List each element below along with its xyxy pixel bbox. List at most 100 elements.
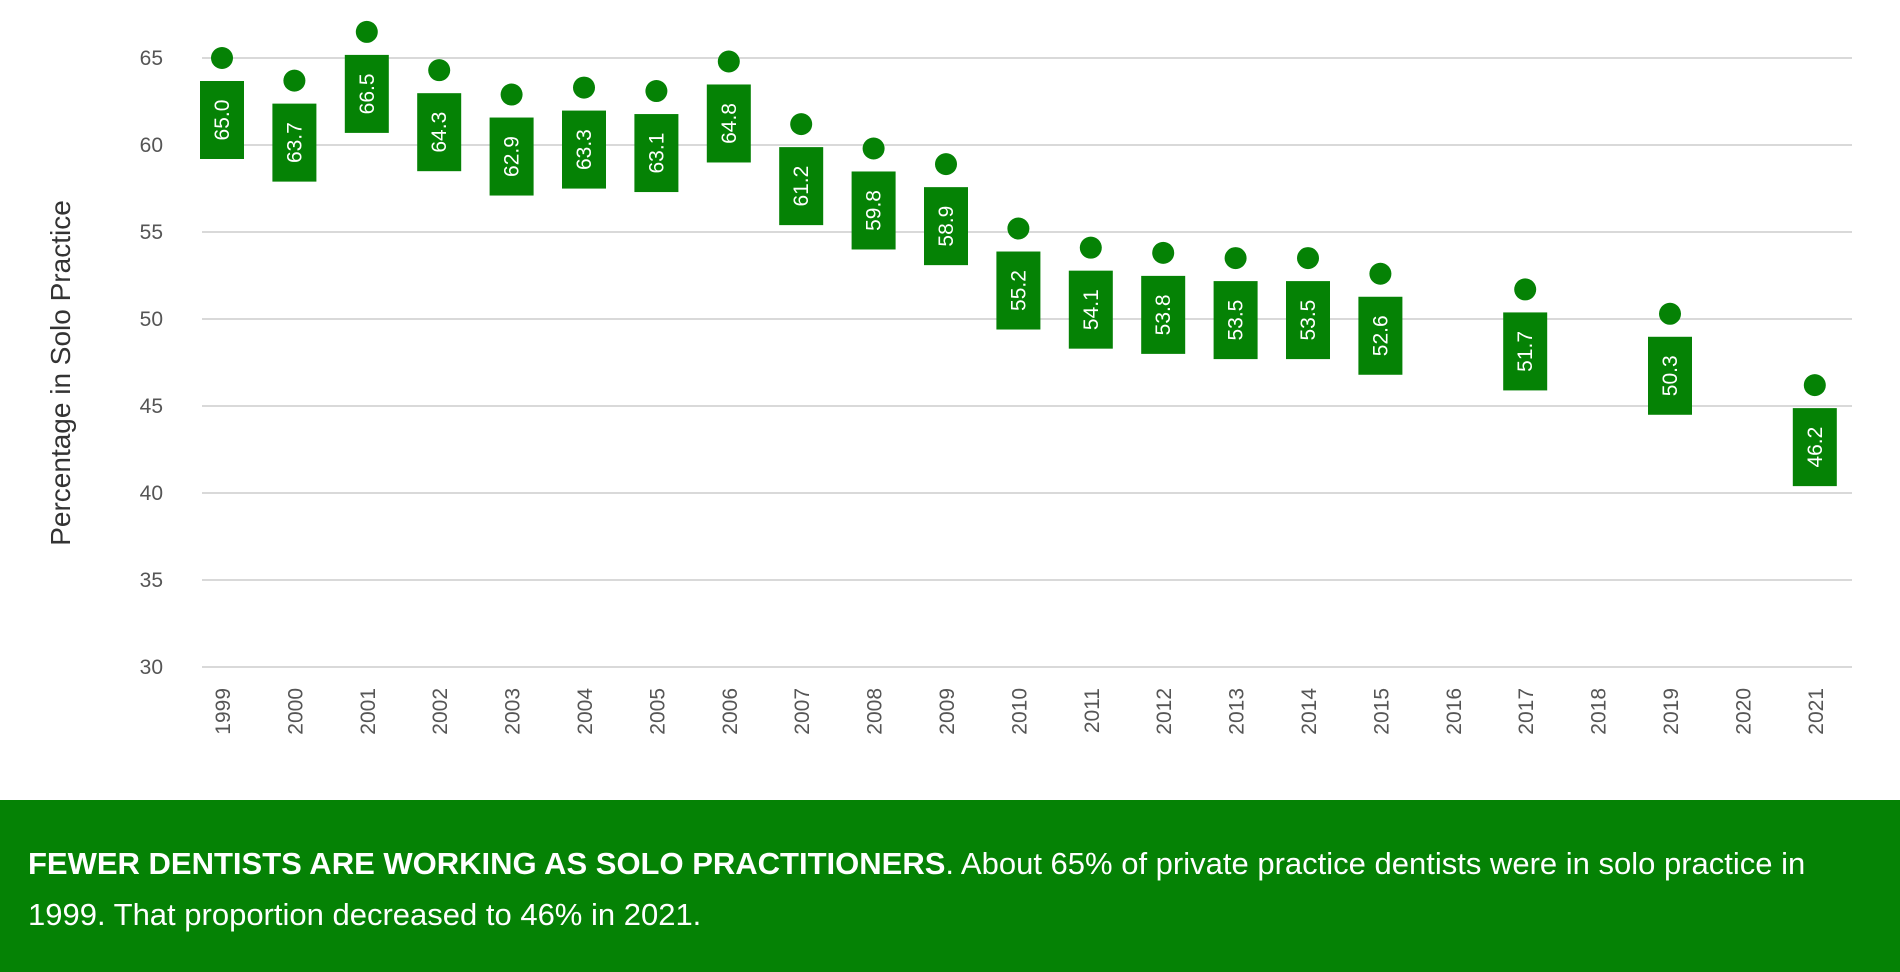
data-label: 65.0 [211, 100, 234, 141]
data-label-box [1068, 270, 1113, 349]
x-tick-label: 2009 [936, 688, 959, 735]
data-label: 64.3 [428, 112, 451, 153]
data-label: 61.2 [790, 166, 813, 207]
data-label-box [996, 251, 1041, 330]
x-tick-label: 1999 [212, 688, 235, 735]
data-label: 63.3 [573, 129, 596, 170]
caption-body: . About 65% of private practice dentists… [28, 846, 1806, 932]
data-point [1007, 217, 1030, 240]
y-tick-label: 50 [140, 308, 163, 331]
data-label-box [1503, 312, 1548, 391]
x-tick-label: 2005 [646, 688, 669, 735]
data-label-box [562, 110, 606, 189]
data-label: 59.8 [863, 190, 886, 231]
data-label: 64.8 [718, 103, 741, 144]
y-axis-title: Percentage in Solo Practice [45, 200, 76, 546]
data-label-box [634, 114, 679, 193]
data-label: 63.1 [645, 133, 668, 174]
x-tick-label: 2021 [1805, 688, 1828, 735]
data-point [355, 20, 378, 43]
y-tick-label: 60 [140, 134, 163, 157]
data-label-box [200, 81, 244, 159]
x-tick-label: 2015 [1370, 688, 1393, 735]
data-label: 51.7 [1514, 331, 1537, 372]
data-label: 50.3 [1659, 355, 1682, 396]
data-label-box [272, 103, 317, 182]
data-label-box [779, 147, 824, 226]
x-tick-label: 2011 [1081, 688, 1104, 733]
x-tick-label: 2012 [1153, 688, 1176, 735]
data-point [1152, 241, 1175, 264]
x-tick-label: 2016 [1443, 688, 1466, 735]
chart-area: 30 35 40 45 50 55 60 65 1999 2000 2001 2002 2003 200… [45, 20, 1852, 735]
x-tick-label: 2006 [719, 688, 742, 735]
x-tick-label: 2003 [502, 688, 525, 735]
data-point [1079, 236, 1102, 259]
data-point [428, 59, 451, 82]
x-tick-label: 2014 [1298, 688, 1321, 735]
data-point [211, 47, 233, 69]
data-point [862, 137, 885, 160]
x-tick-label: 2013 [1226, 688, 1249, 735]
data-label: 63.7 [283, 122, 306, 163]
y-tick-label: 65 [140, 47, 163, 70]
data-points [211, 20, 1826, 397]
x-tick-label: 2018 [1588, 688, 1611, 735]
data-label-box [1141, 275, 1186, 354]
data-point [935, 153, 957, 176]
data-point [790, 113, 813, 136]
x-tick-label: 2007 [791, 688, 814, 735]
data-point [1803, 374, 1826, 397]
data-label: 66.5 [356, 73, 379, 114]
caption-headline: FEWER DENTISTS ARE WORKING AS SOLO PRACT… [28, 846, 946, 881]
data-point [573, 76, 595, 99]
data-label-box [1286, 281, 1330, 360]
data-label-box [489, 117, 534, 196]
y-axis-ticks: 30 35 40 45 50 55 60 65 [140, 47, 163, 679]
data-label: 53.8 [1152, 294, 1175, 335]
data-point [1369, 262, 1392, 285]
data-label-box [1213, 281, 1258, 360]
data-point [717, 50, 740, 73]
x-tick-label: 2019 [1660, 688, 1683, 735]
y-tick-label: 35 [140, 569, 163, 592]
data-label: 53.5 [1297, 300, 1320, 341]
data-label-box [924, 187, 968, 266]
data-label-box [1358, 296, 1403, 375]
data-point [1514, 278, 1537, 301]
data-labels: 65.0 63.7 66.5 64.3 62.9 63.3 63.1 64.8 61.2 59.8… [200, 54, 1837, 487]
y-tick-label: 55 [140, 221, 163, 244]
data-label-box [417, 93, 462, 172]
data-label-box [851, 171, 896, 250]
data-label-box [1792, 408, 1837, 487]
solo-practice-chart: 30 35 40 45 50 55 60 65 1999 2000 2001 2002 2003 200… [45, 20, 1852, 735]
y-tick-label: 30 [140, 656, 163, 679]
data-label: 58.9 [935, 206, 958, 247]
x-tick-label: 2010 [1008, 688, 1031, 735]
data-label: 46.2 [1804, 427, 1827, 468]
x-tick-label: 2020 [1732, 688, 1755, 735]
caption-banner: FEWER DENTISTS ARE WORKING AS SOLO PRACT… [0, 800, 1900, 972]
data-label: 54.1 [1080, 289, 1103, 330]
data-point [645, 80, 668, 103]
data-point [1224, 247, 1247, 270]
data-label-box [344, 54, 389, 133]
x-tick-label: 2000 [284, 688, 307, 735]
data-label-box [1648, 336, 1692, 415]
x-tick-label: 2002 [429, 688, 452, 735]
x-axis-ticks: 1999 2000 2001 2002 2003 2004 2005 2006 2007 2008… [212, 688, 1828, 735]
y-tick-label: 40 [140, 482, 163, 505]
data-point [1659, 302, 1681, 325]
y-tick-label: 45 [140, 395, 163, 418]
data-label: 55.2 [1007, 270, 1030, 311]
x-tick-label: 2001 [357, 688, 380, 735]
data-label: 62.9 [501, 136, 524, 177]
data-point [1297, 247, 1319, 270]
x-tick-label: 2017 [1515, 688, 1538, 735]
data-label: 52.6 [1369, 315, 1392, 356]
data-point [500, 83, 523, 106]
x-tick-label: 2004 [574, 688, 597, 735]
data-label-box [706, 84, 751, 163]
data-point [283, 69, 306, 92]
data-label: 53.5 [1225, 300, 1248, 341]
